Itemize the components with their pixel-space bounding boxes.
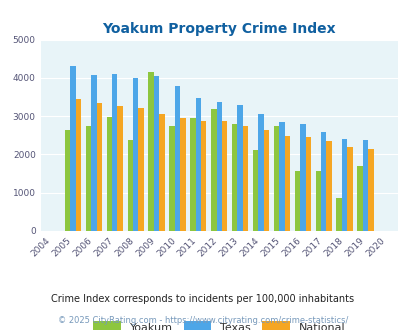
Bar <box>315 171 320 231</box>
Bar <box>127 140 132 231</box>
Bar <box>294 171 299 231</box>
Bar <box>112 74 117 231</box>
Bar <box>242 126 248 231</box>
Bar <box>341 139 346 231</box>
Bar <box>367 149 373 231</box>
Bar <box>258 114 263 231</box>
Bar <box>174 85 180 231</box>
Bar <box>65 130 70 231</box>
Bar <box>273 126 279 231</box>
Bar <box>305 137 310 231</box>
Text: © 2025 CityRating.com - https://www.cityrating.com/crime-statistics/: © 2025 CityRating.com - https://www.city… <box>58 316 347 325</box>
Bar <box>336 198 341 231</box>
Legend: Yoakum, Texas, National: Yoakum, Texas, National <box>88 317 349 330</box>
Bar <box>237 106 242 231</box>
Bar <box>222 121 227 231</box>
Bar <box>320 132 326 231</box>
Bar <box>211 109 216 231</box>
Bar <box>190 118 195 231</box>
Bar <box>91 75 96 231</box>
Bar <box>153 76 159 231</box>
Bar <box>159 114 164 231</box>
Bar <box>284 136 289 231</box>
Bar <box>362 140 367 231</box>
Bar <box>263 130 269 231</box>
Bar <box>200 121 206 231</box>
Bar <box>138 108 143 231</box>
Bar <box>216 102 222 231</box>
Bar <box>326 141 331 231</box>
Title: Yoakum Property Crime Index: Yoakum Property Crime Index <box>102 22 335 36</box>
Bar <box>96 103 102 231</box>
Bar <box>346 147 352 231</box>
Bar <box>195 98 200 231</box>
Bar <box>132 78 138 231</box>
Bar <box>299 124 305 231</box>
Bar <box>70 66 75 231</box>
Bar <box>107 117 112 231</box>
Bar <box>180 118 185 231</box>
Bar <box>169 126 174 231</box>
Bar <box>75 99 81 231</box>
Bar <box>148 72 153 231</box>
Bar <box>252 150 258 231</box>
Bar <box>85 126 91 231</box>
Bar <box>279 122 284 231</box>
Text: Crime Index corresponds to incidents per 100,000 inhabitants: Crime Index corresponds to incidents per… <box>51 294 354 304</box>
Bar <box>356 166 362 231</box>
Bar <box>117 106 123 231</box>
Bar <box>231 124 237 231</box>
